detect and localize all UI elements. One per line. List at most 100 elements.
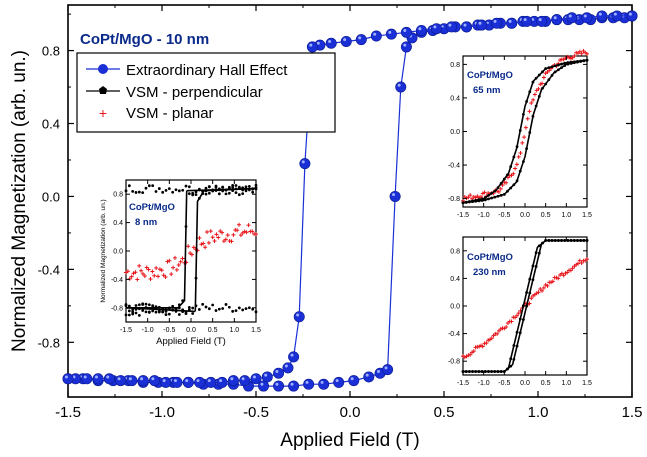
inset-perpendicular-point [525,147,528,151]
inset-planar-point [250,229,255,234]
inset-x-tick-label: -1.0 [142,327,154,334]
ehe-data-point [103,373,115,385]
inset-sample-label: CoPt/MgO [467,252,513,263]
ehe-point-highlight [284,364,288,368]
inset-perpendicular-point [177,306,181,310]
ehe-data-point [182,376,194,388]
inset-perpendicular-point [547,66,551,70]
inset-perpendicular-point [161,308,165,311]
inset-planar-point [545,283,550,288]
inset-perpendicular-point [147,184,151,188]
inset-perpendicular-point [544,82,548,86]
legend-label-ehe: Extraordinary Hall Effect [126,62,288,79]
inset-perpendicular-point [496,370,500,373]
inset-perpendicular-point [237,193,241,197]
inset-perpendicular-point [582,239,586,242]
inset-planar-point [191,245,196,250]
ehe-data-point [250,373,262,385]
inset-planar-point [214,232,219,237]
inset-planar-point [504,180,509,185]
inset-x-tick-label: 0.0 [186,327,196,334]
ehe-point-highlight [523,18,527,22]
inset-perpendicular-point [187,305,191,309]
ehe-point-highlight [128,377,132,381]
ehe-data-point [288,380,300,392]
inset-perpendicular-point [127,304,131,308]
inset-perpendicular-point [191,191,195,195]
inset-perpendicular-point [164,310,168,313]
inset-perpendicular-point [191,306,195,310]
inset-perpendicular-point [480,370,484,373]
inset-y-tick-label: 0.0 [113,249,123,256]
inset-x-tick-label: -0.5 [498,380,510,387]
inset-perpendicular-point [464,370,468,373]
inset-perpendicular-point [241,308,245,312]
inset-perpendicular-point [576,239,579,242]
inset-perpendicular-point [547,239,551,242]
inset-perpendicular-point [141,303,145,306]
inset-perpendicular-point [177,189,181,193]
inset-perpendicular-point [518,169,522,173]
inset-frame [462,236,588,376]
inset-perpendicular-point [541,70,544,74]
inset-perpendicular-point [237,306,241,310]
ehe-data-point [461,21,473,33]
inset-planar-point [516,311,521,316]
inset-perpendicular-point [553,239,557,242]
inset-perpendicular-point [467,370,471,373]
ehe-data-point [62,373,74,385]
inset-planar-point [522,135,527,140]
inset-perpendicular-point [151,304,155,308]
ehe-point-highlight [478,21,482,25]
ehe-data-point [137,375,149,387]
ehe-data-point [348,375,360,387]
inset-perpendicular-point [204,192,208,196]
inset-perpendicular-point [560,66,563,70]
inset-planar-point [495,331,500,336]
inset-perpendicular-point [244,307,248,311]
inset-planar-point [550,279,555,284]
ehe-data-point [318,378,330,390]
ehe-point-highlight [403,29,407,33]
legend-marker-planar: + [99,105,107,121]
inset-perpendicular-point [541,241,544,245]
inset-perpendicular-point [525,304,528,308]
inset-planar-point [197,236,202,241]
inset-perpendicular-point [197,196,201,200]
inset-perpendicular-point [576,59,579,63]
inset-perpendicular-point [171,190,175,194]
ehe-data-point [476,19,488,31]
inset-planar-point [511,171,516,176]
inset-perpendicular-point [181,299,185,303]
inset-perpendicular-point [560,239,563,242]
ehe-data-point [536,15,548,27]
inset-planar-point [133,270,138,275]
inset-perpendicular-point [251,307,255,311]
legend-label-planar: VSM - planar [126,105,214,122]
inset-perpendicular-point [560,62,563,66]
inset-perpendicular-point [127,313,131,317]
inset-perpendicular-point [207,191,211,195]
inset-frame [125,179,257,323]
inset-perpendicular-point [231,184,235,187]
inset-perpendicular-point [522,318,525,321]
inset-perpendicular-point [157,310,161,314]
ehe-data-point [581,12,593,24]
inset-perpendicular-point [164,313,168,316]
inset-perpendicular-point [221,307,225,310]
ehe-data-point [566,12,578,24]
inset-perpendicular-point [541,86,544,90]
inset-planar-point [536,86,541,91]
inset-x-tick-label: 0.5 [208,327,218,334]
inset-planar-point [556,276,561,281]
ehe-point-highlight [275,369,279,373]
inset-perpendicular-point [254,310,258,314]
inset-planar-point [186,244,191,249]
inset-planar-point [220,230,225,235]
x-tick-label: 1.5 [622,404,643,421]
inset-perpendicular-point [496,194,500,198]
inset-perpendicular-point [227,305,231,309]
inset-planar-point [540,81,545,86]
inset-y-tick-label: 0.4 [113,220,123,227]
inset-planar-point [225,233,230,238]
